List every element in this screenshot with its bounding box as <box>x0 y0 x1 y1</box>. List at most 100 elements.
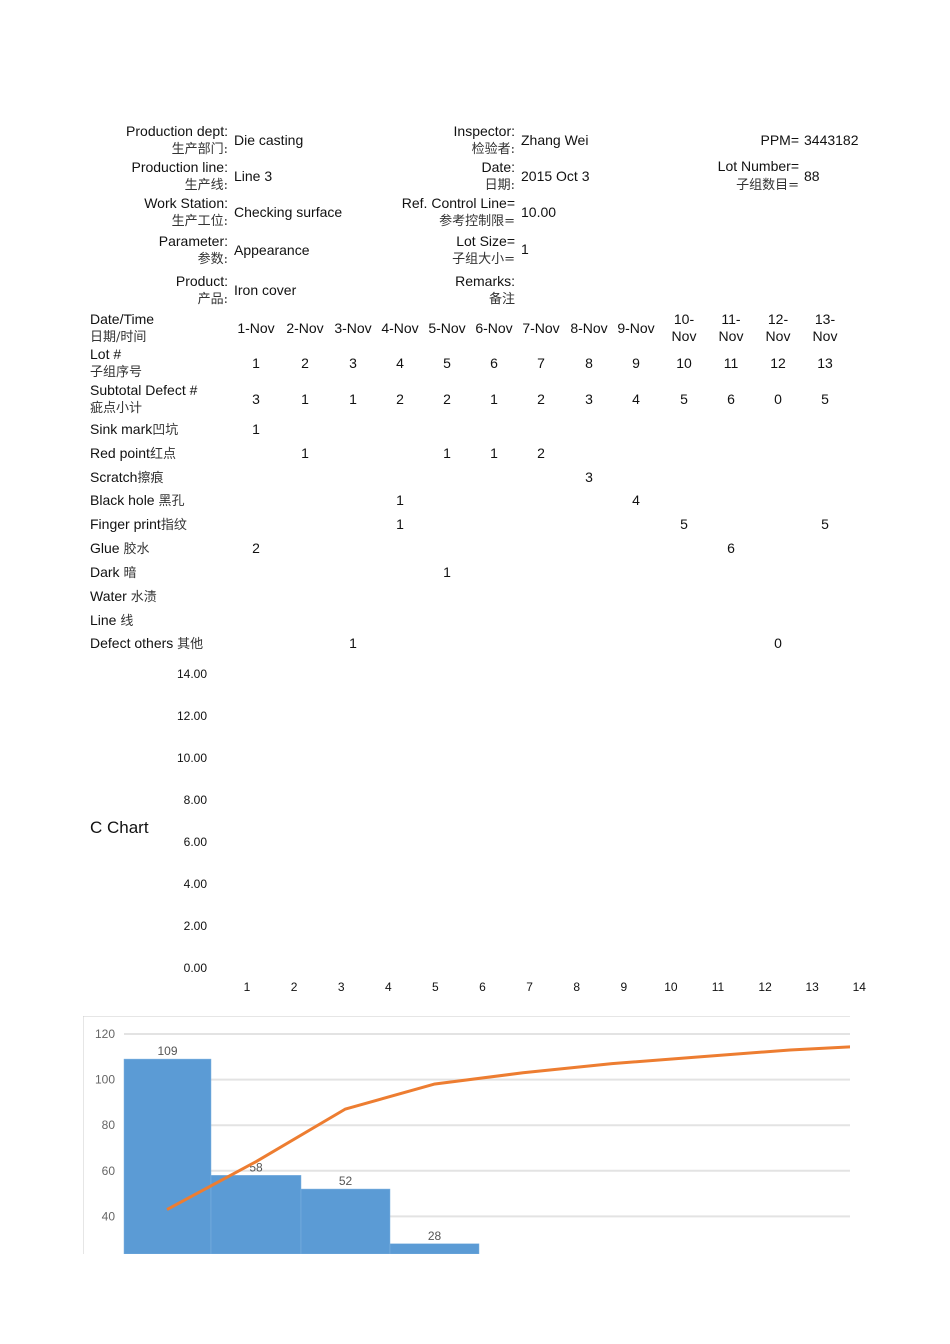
field-value: Iron cover <box>234 282 297 298</box>
y-tick-label: 0.00 <box>183 961 207 975</box>
table-cell: 3 <box>585 391 593 407</box>
ppm-value: 3443182 <box>804 132 859 148</box>
table-cell: 1 <box>252 421 260 437</box>
field-label-zh: 参考控制限= <box>439 214 515 229</box>
field-label-zh: 生产工位: <box>171 214 228 229</box>
x-tick-label: 6 <box>479 980 486 994</box>
pareto-bar <box>300 1188 391 1254</box>
field-label-zh: 日期: <box>484 178 515 193</box>
field-label-zh: 产品: <box>197 292 228 307</box>
field-label-zh: 生产部门: <box>171 142 228 157</box>
y-tick-label: 4.00 <box>183 877 207 891</box>
table-cell: 0 <box>774 391 782 407</box>
table-cell: 10 <box>676 355 692 371</box>
field-label: Date: <box>481 159 515 175</box>
x-tick-label: 9 <box>620 980 628 994</box>
date-cell: 13- Nov <box>812 311 838 344</box>
table-cell: 5 <box>443 355 451 371</box>
field-label: Work Station: <box>144 195 228 211</box>
table-cell: 3 <box>349 355 357 371</box>
row-label: Date/Time <box>90 311 155 327</box>
lot-number-value: 88 <box>804 168 820 184</box>
cumulative-line <box>166 1045 850 1211</box>
table-cell: 1 <box>490 445 498 461</box>
date-cell: 6-Nov <box>475 320 513 336</box>
table-cell: 1 <box>443 564 451 580</box>
x-tick-label: 13 <box>805 980 819 994</box>
row-label: Dark 暗 <box>90 564 136 582</box>
table-cell: 2 <box>537 391 545 407</box>
y-tick-label: 10.00 <box>176 751 207 765</box>
x-tick-label: 14 <box>852 980 866 994</box>
table-cell: 1 <box>301 445 309 461</box>
x-tick-label: 12 <box>758 980 772 994</box>
row-label-en: Black hole <box>90 492 159 508</box>
row-label-zh: 疵点小计 <box>90 401 143 416</box>
x-tick-label: 4 <box>384 980 392 994</box>
row-label: Red point红点 <box>90 445 176 463</box>
row-label: Line 线 <box>90 612 133 630</box>
field-label: Production dept: <box>126 123 228 139</box>
x-tick-label: 11 <box>711 980 725 994</box>
field-label-zh: 参数: <box>197 252 228 267</box>
y-tick-label: 120 <box>95 1027 115 1041</box>
table-cell: 8 <box>585 355 593 371</box>
field-label: Inspector: <box>453 123 515 139</box>
row-label: Subtotal Defect # <box>90 382 198 398</box>
pareto-bar <box>123 1058 212 1254</box>
table-cell: 2 <box>252 540 260 556</box>
table-cell: 7 <box>537 355 545 371</box>
bar-data-label: 28 <box>428 1229 442 1243</box>
field-value: Zhang Wei <box>521 132 589 148</box>
lot-number-label: Lot Number= <box>717 158 799 174</box>
ppm-label: PPM= <box>760 132 799 148</box>
row-label-en: Glue <box>90 540 124 556</box>
row-label: Finger print指纹 <box>90 516 187 534</box>
x-tick-label: 8 <box>573 980 581 994</box>
table-cell: 3 <box>252 391 260 407</box>
x-tick-label: 2 <box>290 980 298 994</box>
row-label: Water 水渍 <box>90 588 157 606</box>
y-tick-label: 60 <box>102 1164 116 1178</box>
table-cell: 6 <box>490 355 498 371</box>
x-tick-label: 3 <box>337 980 345 994</box>
table-cell: 11 <box>723 355 739 371</box>
date-cell: 2-Nov <box>286 320 324 336</box>
date-cell: 7-Nov <box>522 320 560 336</box>
field-value: 1 <box>521 241 529 257</box>
table-cell: 1 <box>396 492 404 508</box>
date-cell: 11- Nov <box>718 311 744 344</box>
y-tick-label: 2.00 <box>183 919 207 933</box>
field-value: Appearance <box>234 242 310 258</box>
table-cell: 4 <box>396 355 404 371</box>
field-label-zh: 生产线: <box>184 178 228 193</box>
row-label-zh: 红点 <box>149 447 176 462</box>
table-cell: 6 <box>727 540 735 556</box>
x-tick-label: 1 <box>243 980 251 994</box>
table-cell: 1 <box>349 391 357 407</box>
date-cell: 12- Nov <box>765 311 791 344</box>
row-label-en: Water <box>90 588 131 604</box>
bar-data-label: 52 <box>339 1174 353 1188</box>
row-label-zh: 凹坑 <box>152 423 179 438</box>
table-cell: 2 <box>443 391 451 407</box>
bar-data-label: 109 <box>157 1044 177 1058</box>
row-label-en: Red point <box>90 445 150 461</box>
field-label: Remarks: <box>455 273 515 289</box>
y-tick-label: 12.00 <box>176 709 207 723</box>
field-label: Product: <box>175 273 228 289</box>
field-label: Ref. Control Line= <box>401 195 515 211</box>
field-label: Production line: <box>131 159 228 175</box>
table-cell: 12 <box>770 355 786 371</box>
table-cell: 3 <box>585 469 593 485</box>
pareto-bar <box>210 1175 302 1254</box>
table-cell: 5 <box>821 391 829 407</box>
row-label-en: Line <box>90 612 121 628</box>
y-tick-label: 100 <box>95 1073 115 1087</box>
table-cell: 6 <box>727 391 735 407</box>
row-label-en: Dark <box>90 564 124 580</box>
row-label-zh: 线 <box>120 614 134 629</box>
row-label: Scratch擦痕 <box>90 469 163 487</box>
field-label: Lot Size= <box>456 233 515 249</box>
